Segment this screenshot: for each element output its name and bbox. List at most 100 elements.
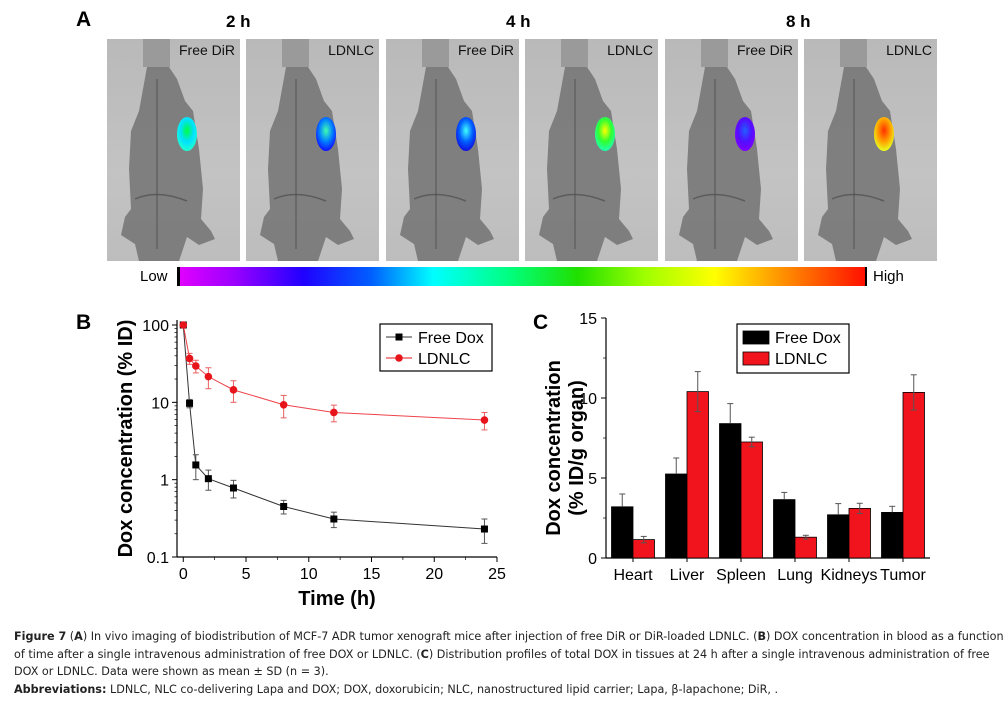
bar [881, 511, 904, 559]
data-point [192, 461, 200, 469]
x-tick-label: 20 [425, 566, 443, 583]
series-line [182, 324, 485, 530]
legend-label: Free Dox [418, 330, 484, 347]
image-tag-block [840, 39, 867, 67]
data-point [204, 475, 212, 483]
bar-group-spleen [719, 403, 763, 559]
y-tick-label: 1 [160, 473, 169, 490]
time-label-8h: 8 h [786, 12, 811, 31]
image-group-label: Free DiR [178, 42, 235, 58]
abbreviations-text: LDNLC, NLC co-delivering Lapa and DOX; D… [106, 682, 779, 696]
mouse-image: LDNLC [804, 39, 937, 261]
colorbar-low-label: Low [140, 268, 168, 285]
mouse-image: Free DiR [107, 39, 240, 261]
image-tag-block [143, 39, 170, 67]
caption-body: Figure 7 (A) In vivo imaging of biodistr… [14, 630, 1004, 678]
image-group-label: LDNLC [886, 42, 932, 58]
y-tick-label: 5 [588, 471, 597, 488]
image-tag-block [282, 39, 309, 67]
legend-label: LDNLC [775, 351, 827, 368]
data-point [330, 515, 338, 523]
y-axis-label: Dox concentration (% ID) [115, 320, 137, 558]
caption-part-c-label: C [420, 647, 429, 661]
bar [773, 499, 796, 559]
bar [719, 423, 742, 559]
time-label-2h: 2 h [226, 12, 251, 31]
x-tick-label: 25 [488, 566, 506, 583]
y-tick-label: 15 [579, 311, 597, 328]
mouse-image: LDNLC [246, 39, 379, 261]
mouse-image: LDNLC [525, 39, 658, 261]
data-point [185, 354, 194, 363]
data-point [280, 502, 288, 510]
image-group-label: Free DiR [736, 42, 793, 58]
caption-part-a-label: A [74, 630, 83, 643]
x-tick-label: 0 [179, 566, 188, 583]
image-tag-block [561, 39, 588, 67]
legend-label: Free Dox [775, 330, 841, 347]
bar-group-lung [773, 491, 817, 559]
data-point [480, 525, 488, 533]
mouse-image: Free DiR [665, 39, 798, 261]
figure-caption: Figure 7 (A) In vivo imaging of biodistr… [14, 628, 1004, 698]
bar [902, 392, 925, 559]
image-group-label: LDNLC [607, 42, 653, 58]
fluorescence-signal [735, 117, 755, 151]
data-point [192, 362, 200, 370]
fluorescence-signal [316, 117, 336, 151]
legend-swatch [742, 351, 770, 366]
legend-swatch [742, 330, 770, 345]
x-tick-label: Spleen [716, 567, 766, 584]
y-tick-label: 0 [588, 551, 597, 568]
image-group-label: Free DiR [457, 42, 514, 58]
mouse-body [400, 67, 494, 261]
image-group-label: LDNLC [328, 42, 374, 58]
colorbar-high-label: High [873, 268, 904, 285]
x-tick-label: 15 [363, 566, 381, 583]
bar [740, 441, 763, 559]
caption-part-b-label: B [757, 630, 766, 643]
x-tick-label: Lung [777, 567, 813, 584]
legend-box [379, 323, 493, 372]
data-point [179, 321, 188, 329]
legend: Free Dox LDNLC [736, 323, 850, 374]
mouse-body [818, 67, 912, 261]
data-point [330, 408, 338, 417]
fluorescence-signal [456, 117, 476, 151]
data-point [229, 386, 238, 394]
bar [665, 473, 688, 559]
mouse-silhouette [539, 67, 633, 261]
data-point [279, 400, 288, 409]
data-point [480, 416, 489, 424]
bar [827, 514, 850, 559]
x-tick-label: 10 [300, 566, 318, 583]
abbreviations-label: Abbreviations: [14, 682, 107, 696]
x-tick-label: Liver [670, 567, 705, 584]
mouse-silhouette [121, 67, 215, 261]
image-tag-block [422, 39, 449, 67]
y-tick-label: 0.1 [147, 550, 169, 567]
fluorescence-signal [595, 117, 615, 151]
x-tick-label: Tumor [880, 567, 926, 584]
image-tag-block [701, 39, 728, 67]
abbreviations: Abbreviations: LDNLC, NLC co-delivering … [14, 681, 1004, 699]
y-axis-label-line1: Dox concentration [543, 360, 565, 536]
bar-group-tumor [881, 374, 925, 559]
mouse-body [260, 67, 354, 261]
x-tick-label: Kidneys [821, 567, 878, 584]
bar [611, 506, 634, 559]
caption-part-b-text: ) DOX concentration in blood as a functi… [14, 630, 1004, 661]
series-ldnlc [179, 321, 489, 431]
blood-concentration-chart: 0.1 1 10 100 0 5 10 15 20 25 Time (h) Dox concentra… [115, 318, 506, 610]
y-tick-label: 10 [579, 391, 597, 408]
figure-label: Figure 7 [14, 630, 67, 643]
caption-part-a-text: ) In vivo imaging of biodistribution of … [82, 630, 758, 643]
intensity-colorbar [177, 267, 867, 286]
data-point [186, 399, 194, 407]
legend-label: LDNLC [418, 351, 470, 368]
x-axis-label: Time (h) [298, 588, 375, 610]
mouse-body [679, 67, 773, 261]
panel-a-letter: A [76, 8, 92, 31]
legend: Free Dox LDNLC [379, 323, 493, 372]
x-tick-label: Heart [613, 567, 653, 584]
